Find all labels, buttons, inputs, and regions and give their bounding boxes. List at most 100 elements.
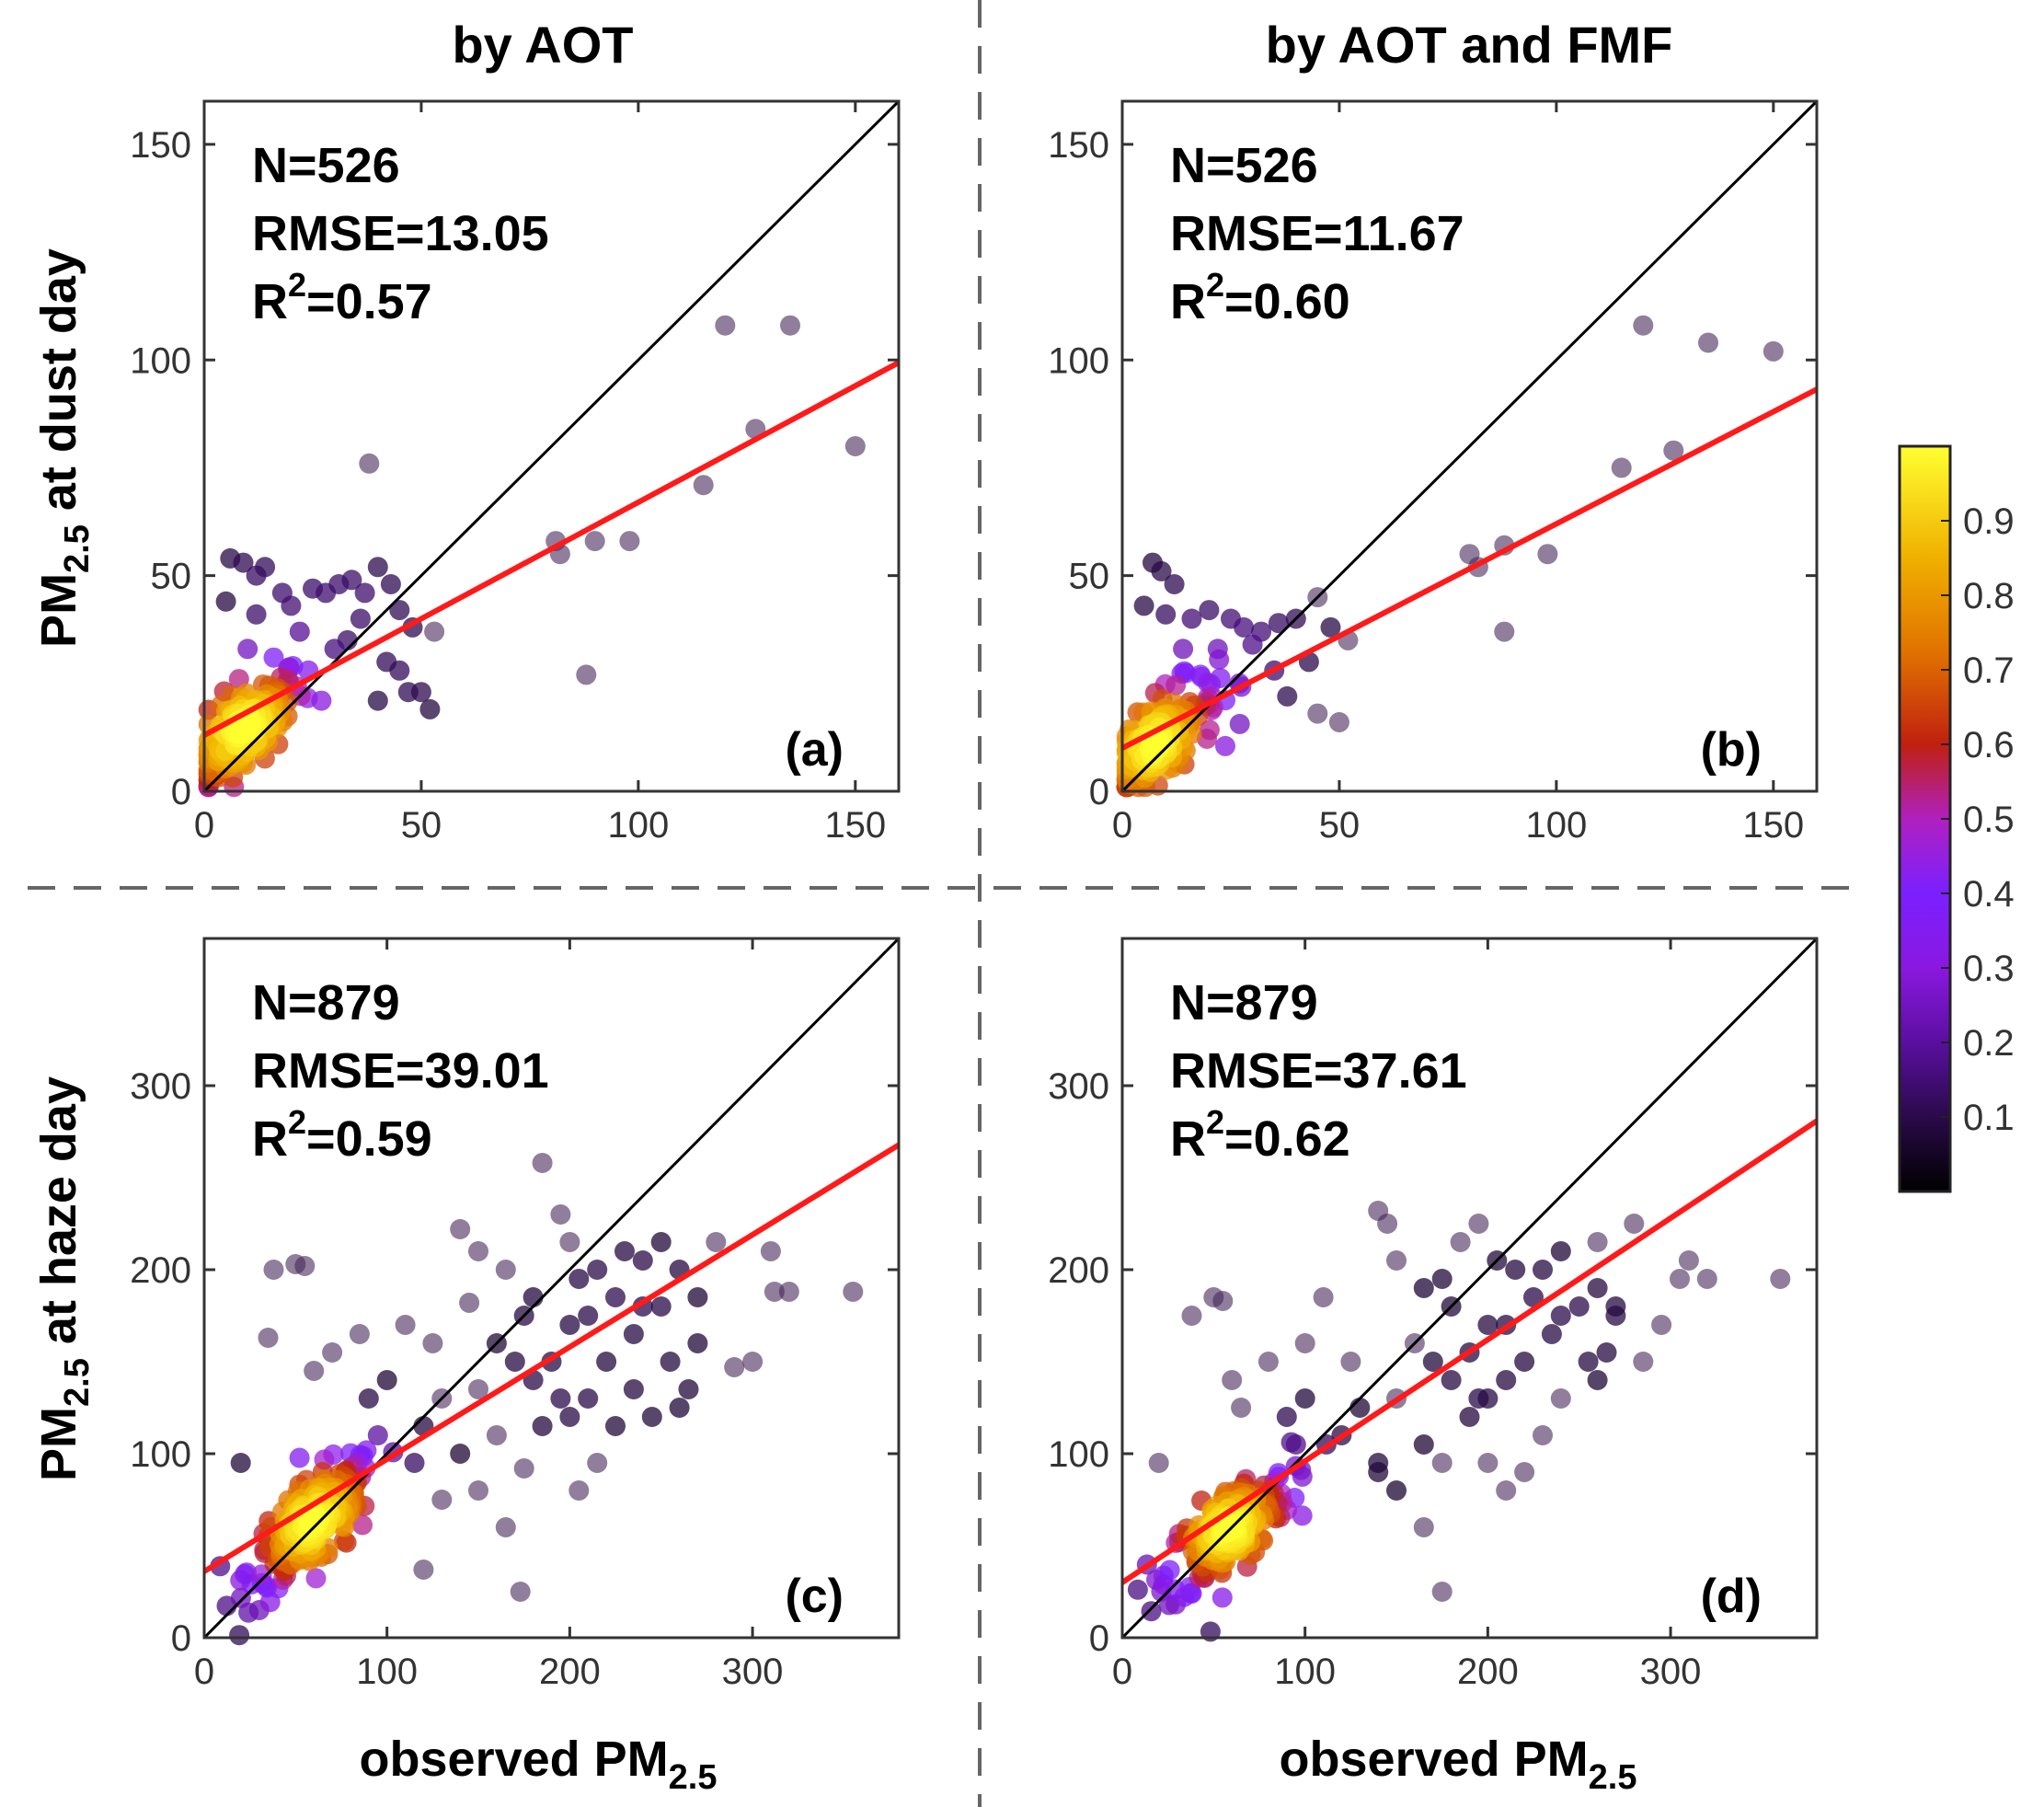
stat-n: N=879 [1170, 975, 1318, 1030]
y-tick-label: 100 [1048, 340, 1109, 381]
scatter-point [678, 1379, 699, 1399]
scatter-point [724, 1357, 745, 1377]
scatter-point [1292, 1505, 1313, 1526]
scatter-point [1203, 1287, 1224, 1307]
scatter-point [367, 557, 388, 578]
y-tick-label: 0 [171, 772, 191, 812]
scatter-point [358, 1388, 379, 1409]
y-tick-label: 50 [1069, 557, 1110, 597]
scatter-point [1496, 1370, 1517, 1390]
one-to-one-line [1120, 99, 1819, 793]
scatter-point [285, 1254, 306, 1274]
scatter-point [215, 591, 236, 612]
scatter-point [584, 531, 605, 552]
y-tick-label: 100 [130, 340, 191, 381]
scatter-point [1459, 1407, 1480, 1427]
scatter-point [1533, 1260, 1553, 1280]
scatter-point [1234, 616, 1255, 638]
scatter-point [641, 1407, 662, 1427]
scatter-point [1413, 1278, 1434, 1298]
scatter-point [623, 1324, 644, 1344]
scatter-point [1514, 1462, 1535, 1482]
regression-line [1120, 386, 1819, 751]
scatter-point [844, 436, 866, 456]
scatter-point [605, 1416, 626, 1436]
scatter-point [237, 639, 258, 660]
scatter-point [1494, 621, 1515, 642]
scatter-point [1651, 1315, 1672, 1335]
y-tick-label: 150 [130, 125, 191, 166]
scatter-point [1151, 560, 1172, 581]
scatter-point [468, 1379, 488, 1399]
scatter-point [1431, 1582, 1453, 1602]
scatter-point [376, 1370, 397, 1390]
colorbar-tick-label: 0.5 [1963, 800, 2015, 840]
scatter-point [1229, 713, 1250, 734]
scatter-point [1496, 1480, 1517, 1501]
scatter-point [522, 1287, 544, 1307]
scatter-point [843, 1282, 864, 1302]
stat-rmse: RMSE=37.61 [1170, 1043, 1467, 1099]
scatter-point [289, 621, 310, 642]
scatter-point [1605, 1306, 1626, 1326]
scatter-point [1596, 1342, 1617, 1363]
axes-frame [202, 99, 901, 793]
x-tick-label: 0 [194, 805, 214, 846]
scatter-point [1155, 604, 1177, 625]
scatter-point [550, 1204, 571, 1225]
scatter-point [1413, 1517, 1434, 1537]
scatter-point [568, 1269, 590, 1289]
scatter-point [1633, 315, 1654, 336]
scatter-point [1159, 1560, 1180, 1581]
scatter-point [1257, 1352, 1279, 1372]
scatter-point [650, 1232, 672, 1252]
scatter-point [1633, 1352, 1654, 1372]
scatter-point [431, 1490, 453, 1510]
y-tick-label: 50 [151, 557, 192, 597]
scatter-point [1148, 1453, 1169, 1473]
scatter-point [1141, 1601, 1162, 1622]
axes-frame [1120, 937, 1819, 1640]
scatter-point [231, 723, 252, 744]
scatter-point [324, 639, 345, 660]
scatter-point [246, 604, 267, 625]
x-tick-label: 0 [194, 1652, 214, 1692]
scatter-point [1166, 674, 1187, 696]
axes-frame [1120, 99, 1819, 793]
scatter-point [614, 1241, 635, 1261]
scatter-point [1587, 1232, 1608, 1252]
scatter-point [322, 1342, 343, 1363]
scatter-point [263, 1260, 284, 1280]
scatter-point [1696, 1269, 1717, 1289]
scatter-point [1477, 1315, 1499, 1335]
scatter-point [389, 660, 410, 681]
scatter-point [450, 1444, 471, 1464]
scatter-point [1277, 685, 1298, 707]
scatter-point [550, 1388, 571, 1409]
stat-r2: R2=0.62 [1170, 1103, 1350, 1167]
scatter-point [532, 1153, 553, 1173]
scatter-point [1450, 1232, 1471, 1252]
scatter-point [760, 1241, 781, 1261]
y-label-haze: PM2.5 at haze day [31, 1076, 97, 1481]
scatter-point [1215, 735, 1235, 756]
colorbar-tick-label: 0.1 [1963, 1098, 2015, 1138]
regression-line [202, 1142, 901, 1574]
scatter-point [576, 664, 597, 685]
x-tick-label: 300 [1640, 1652, 1702, 1692]
scatter-point [316, 582, 337, 604]
regression-line [202, 360, 901, 738]
y-tick-label: 200 [1048, 1250, 1109, 1291]
scatter-point [1698, 332, 1718, 353]
scatter-point [1181, 1306, 1202, 1326]
scatter-point [1422, 1352, 1443, 1372]
scatter-point [367, 690, 388, 711]
scatter-point [1441, 1370, 1462, 1390]
scatter-point [1222, 1370, 1243, 1390]
scatter-point [1514, 1352, 1535, 1372]
y-label-dust: PM2.5 at dust day [31, 248, 97, 648]
scatter-point [1173, 639, 1194, 660]
column-title-right: by AOT and FMF [1266, 16, 1673, 74]
scatter-point [780, 315, 800, 336]
x-label-left: observed PM2.5 [360, 1732, 718, 1797]
